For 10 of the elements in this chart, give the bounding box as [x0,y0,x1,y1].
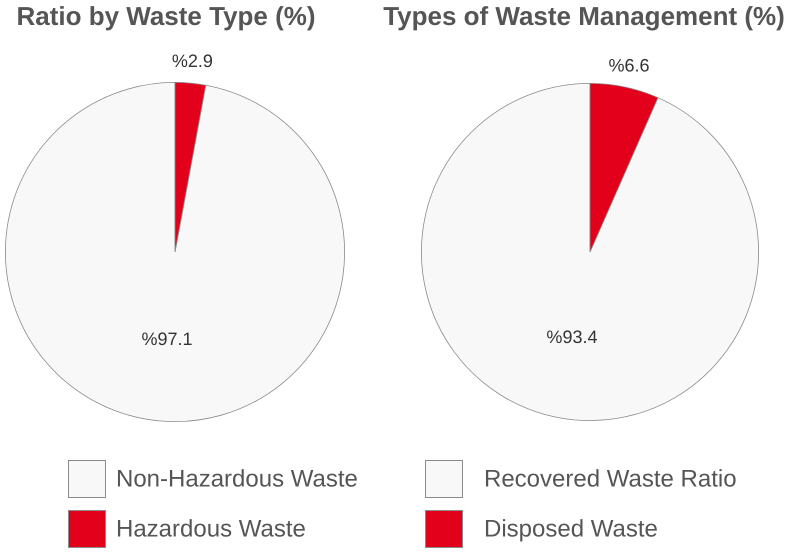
chart-title: Types of Waste Management (%) [383,1,785,32]
data-label: %6.6 [608,55,650,76]
data-label: %2.9 [172,51,213,72]
legend-label: Recovered Waste Ratio [484,466,737,493]
legend-label: Hazardous Waste [116,516,306,543]
data-label: %93.4 [546,326,598,347]
legend-label: Non-Hazardous Waste [116,466,358,493]
chart-title: Ratio by Waste Type (%) [16,1,316,32]
legend-label: Disposed Waste [484,516,658,543]
data-label: %97.1 [141,328,192,349]
